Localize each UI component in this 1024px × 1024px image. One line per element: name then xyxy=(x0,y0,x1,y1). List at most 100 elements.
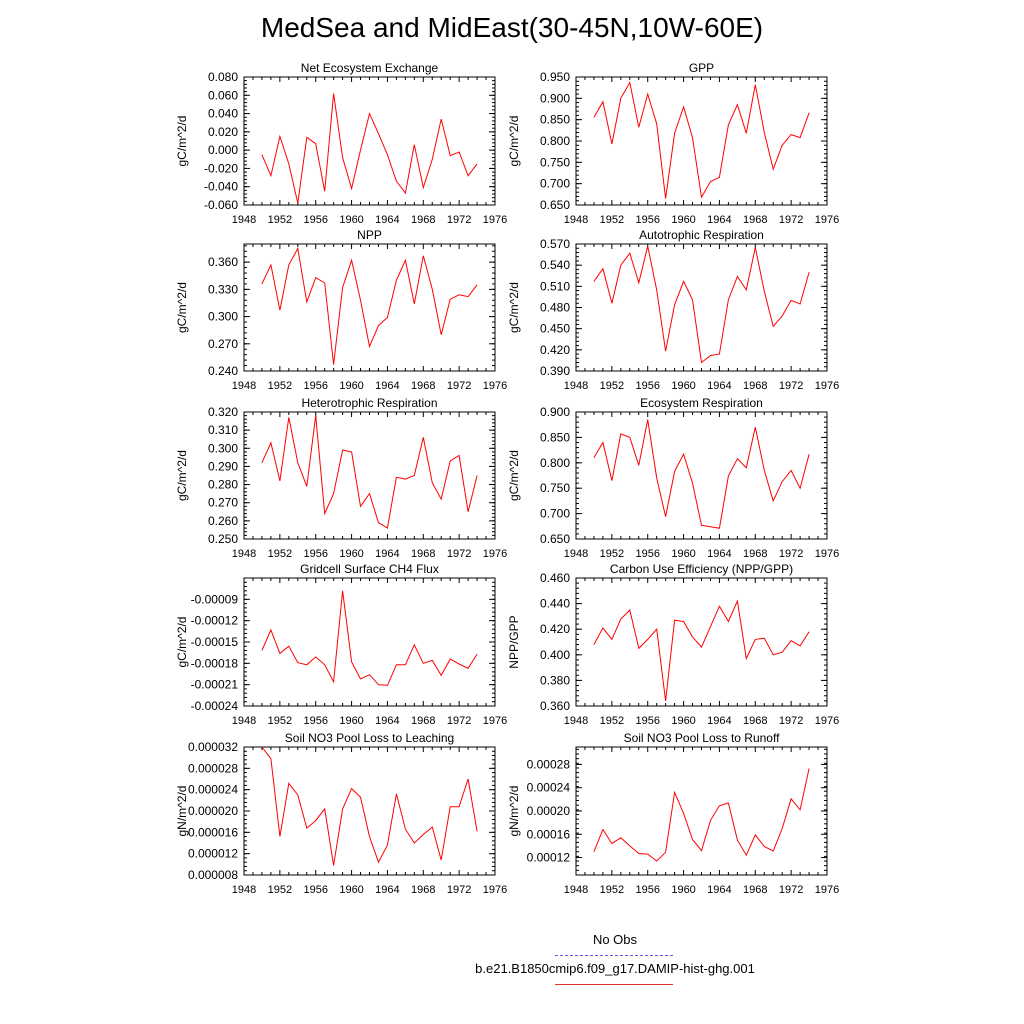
y-tick-label: 0.360 xyxy=(208,255,238,269)
chart-npp: NPP 1948 1952 1956 1960 1964 1968 1972 1976 0.240… xyxy=(175,228,507,392)
plot-frame xyxy=(243,243,496,372)
y-tick-label: 0.900 xyxy=(540,405,570,419)
x-tick-label: 1960 xyxy=(339,884,363,896)
x-tick-label: 1964 xyxy=(707,214,731,226)
y-tick-label: 0.460 xyxy=(540,571,570,585)
x-tick-label: 1960 xyxy=(671,715,695,727)
x-tick-label: 1952 xyxy=(268,715,292,727)
y-tick-label: 0.000012 xyxy=(188,847,238,861)
y-tick-label: 0.380 xyxy=(540,673,570,687)
x-tick-label: 1968 xyxy=(411,548,435,560)
y-tick-label: 0.270 xyxy=(208,496,238,510)
plot-frame xyxy=(243,746,496,876)
y-axis-label: gC/m^2/d xyxy=(175,116,189,167)
y-axis-label: gC/m^2/d xyxy=(175,450,189,501)
page-title: MedSea and MidEast(30-45N,10W-60E) xyxy=(260,12,764,43)
x-tick-label: 1968 xyxy=(743,715,767,727)
x-tick-label: 1964 xyxy=(375,884,399,896)
x-tick-label: 1956 xyxy=(635,380,659,392)
x-tick-label: 1948 xyxy=(564,548,588,560)
chart-title: NPP xyxy=(357,228,382,242)
y-tick-label: 0.320 xyxy=(208,405,238,419)
x-tick-label: 1952 xyxy=(268,884,292,896)
y-tick-label: 0.700 xyxy=(540,177,570,191)
x-tick-label: 1972 xyxy=(447,884,471,896)
series-line xyxy=(261,590,478,686)
y-axis-label: gN/m^2/d xyxy=(507,786,521,837)
chart-title: Ecosystem Respiration xyxy=(640,396,763,410)
y-tick-label: 0.400 xyxy=(540,648,570,662)
x-tick-label: 1972 xyxy=(779,548,803,560)
y-tick-label: 0.270 xyxy=(208,337,238,351)
x-tick-label: 1956 xyxy=(635,715,659,727)
legend-line-obs xyxy=(555,955,673,956)
y-tick-label: 0.000020 xyxy=(188,804,238,818)
legend-line-model xyxy=(555,984,673,985)
y-tick-label: 0.040 xyxy=(208,107,238,121)
y-tick-label: -0.00009 xyxy=(191,592,239,606)
chart-title: Autotrophic Respiration xyxy=(639,228,764,242)
x-tick-label: 1960 xyxy=(671,214,695,226)
chart-title: Heterotrophic Respiration xyxy=(301,396,437,410)
y-tick-label: 0.260 xyxy=(208,514,238,528)
series-line xyxy=(593,81,810,199)
y-tick-label: 0.000016 xyxy=(188,825,238,839)
x-tick-label: 1956 xyxy=(635,548,659,560)
x-tick-label: 1976 xyxy=(815,715,839,727)
plot-frame xyxy=(243,577,496,707)
x-tick-label: 1948 xyxy=(564,380,588,392)
chart-net-ecosystem-exchange: Net Ecosystem Exchange 1948 1952 1956 1960 19… xyxy=(175,61,507,226)
x-tick-label: 1964 xyxy=(707,884,731,896)
series-line xyxy=(261,93,478,204)
x-tick-label: 1976 xyxy=(483,715,507,727)
y-tick-label: 0.800 xyxy=(540,134,570,148)
series-line xyxy=(593,245,810,364)
x-tick-label: 1972 xyxy=(447,715,471,727)
y-tick-label: 0.00020 xyxy=(527,804,571,818)
x-tick-label: 1952 xyxy=(600,380,624,392)
y-tick-label: 0.250 xyxy=(208,532,238,546)
plot-frame xyxy=(575,411,828,540)
y-tick-label: 0.330 xyxy=(208,282,238,296)
x-tick-label: 1960 xyxy=(339,548,363,560)
y-tick-label: 0.020 xyxy=(208,125,238,139)
chart-title: Soil NO3 Pool Loss to Runoff xyxy=(624,731,781,745)
y-axis-label: gC/m^2/d xyxy=(175,282,189,333)
x-tick-label: 1972 xyxy=(447,214,471,226)
y-tick-label: 0.700 xyxy=(540,507,570,521)
x-tick-label: 1952 xyxy=(600,715,624,727)
y-tick-label: 0.360 xyxy=(540,699,570,713)
y-tick-label: 0.000032 xyxy=(188,740,238,754)
x-tick-label: 1960 xyxy=(671,884,695,896)
x-tick-label: 1952 xyxy=(600,214,624,226)
x-tick-label: 1972 xyxy=(779,214,803,226)
y-tick-label: 0.750 xyxy=(540,481,570,495)
x-tick-label: 1972 xyxy=(779,715,803,727)
chart-ecosystem-respiration: Ecosystem Respiration 1948 1952 1956 1960 196… xyxy=(507,396,839,560)
x-tick-label: 1960 xyxy=(671,548,695,560)
y-tick-label: 0.290 xyxy=(208,459,238,473)
x-tick-label: 1956 xyxy=(303,715,327,727)
chart-title: Carbon Use Efficiency (NPP/GPP) xyxy=(610,562,793,576)
legend-label-model: b.e21.B1850cmip6.f09_g17.DAMIP-hist-ghg.… xyxy=(475,961,755,976)
x-tick-label: 1976 xyxy=(483,884,507,896)
x-tick-label: 1976 xyxy=(483,548,507,560)
plot-frame xyxy=(243,411,496,540)
x-tick-label: 1968 xyxy=(411,884,435,896)
x-tick-label: 1968 xyxy=(743,548,767,560)
y-tick-label: 0.390 xyxy=(540,364,570,378)
x-tick-label: 1968 xyxy=(411,380,435,392)
x-tick-label: 1948 xyxy=(564,884,588,896)
y-tick-label: -0.00024 xyxy=(191,699,239,713)
x-tick-label: 1976 xyxy=(483,380,507,392)
x-tick-label: 1960 xyxy=(339,715,363,727)
x-tick-label: 1976 xyxy=(815,548,839,560)
y-tick-label: 0.00016 xyxy=(527,827,571,841)
y-tick-label: 0.000028 xyxy=(188,761,238,775)
y-tick-label: -0.060 xyxy=(204,198,238,212)
y-tick-label: 0.240 xyxy=(208,364,238,378)
x-tick-label: 1972 xyxy=(779,380,803,392)
chart-soil-no3-pool-loss-to-leaching: Soil NO3 Pool Loss to Leaching 1948 1952 19… xyxy=(175,731,507,896)
y-tick-label: -0.020 xyxy=(204,161,238,175)
